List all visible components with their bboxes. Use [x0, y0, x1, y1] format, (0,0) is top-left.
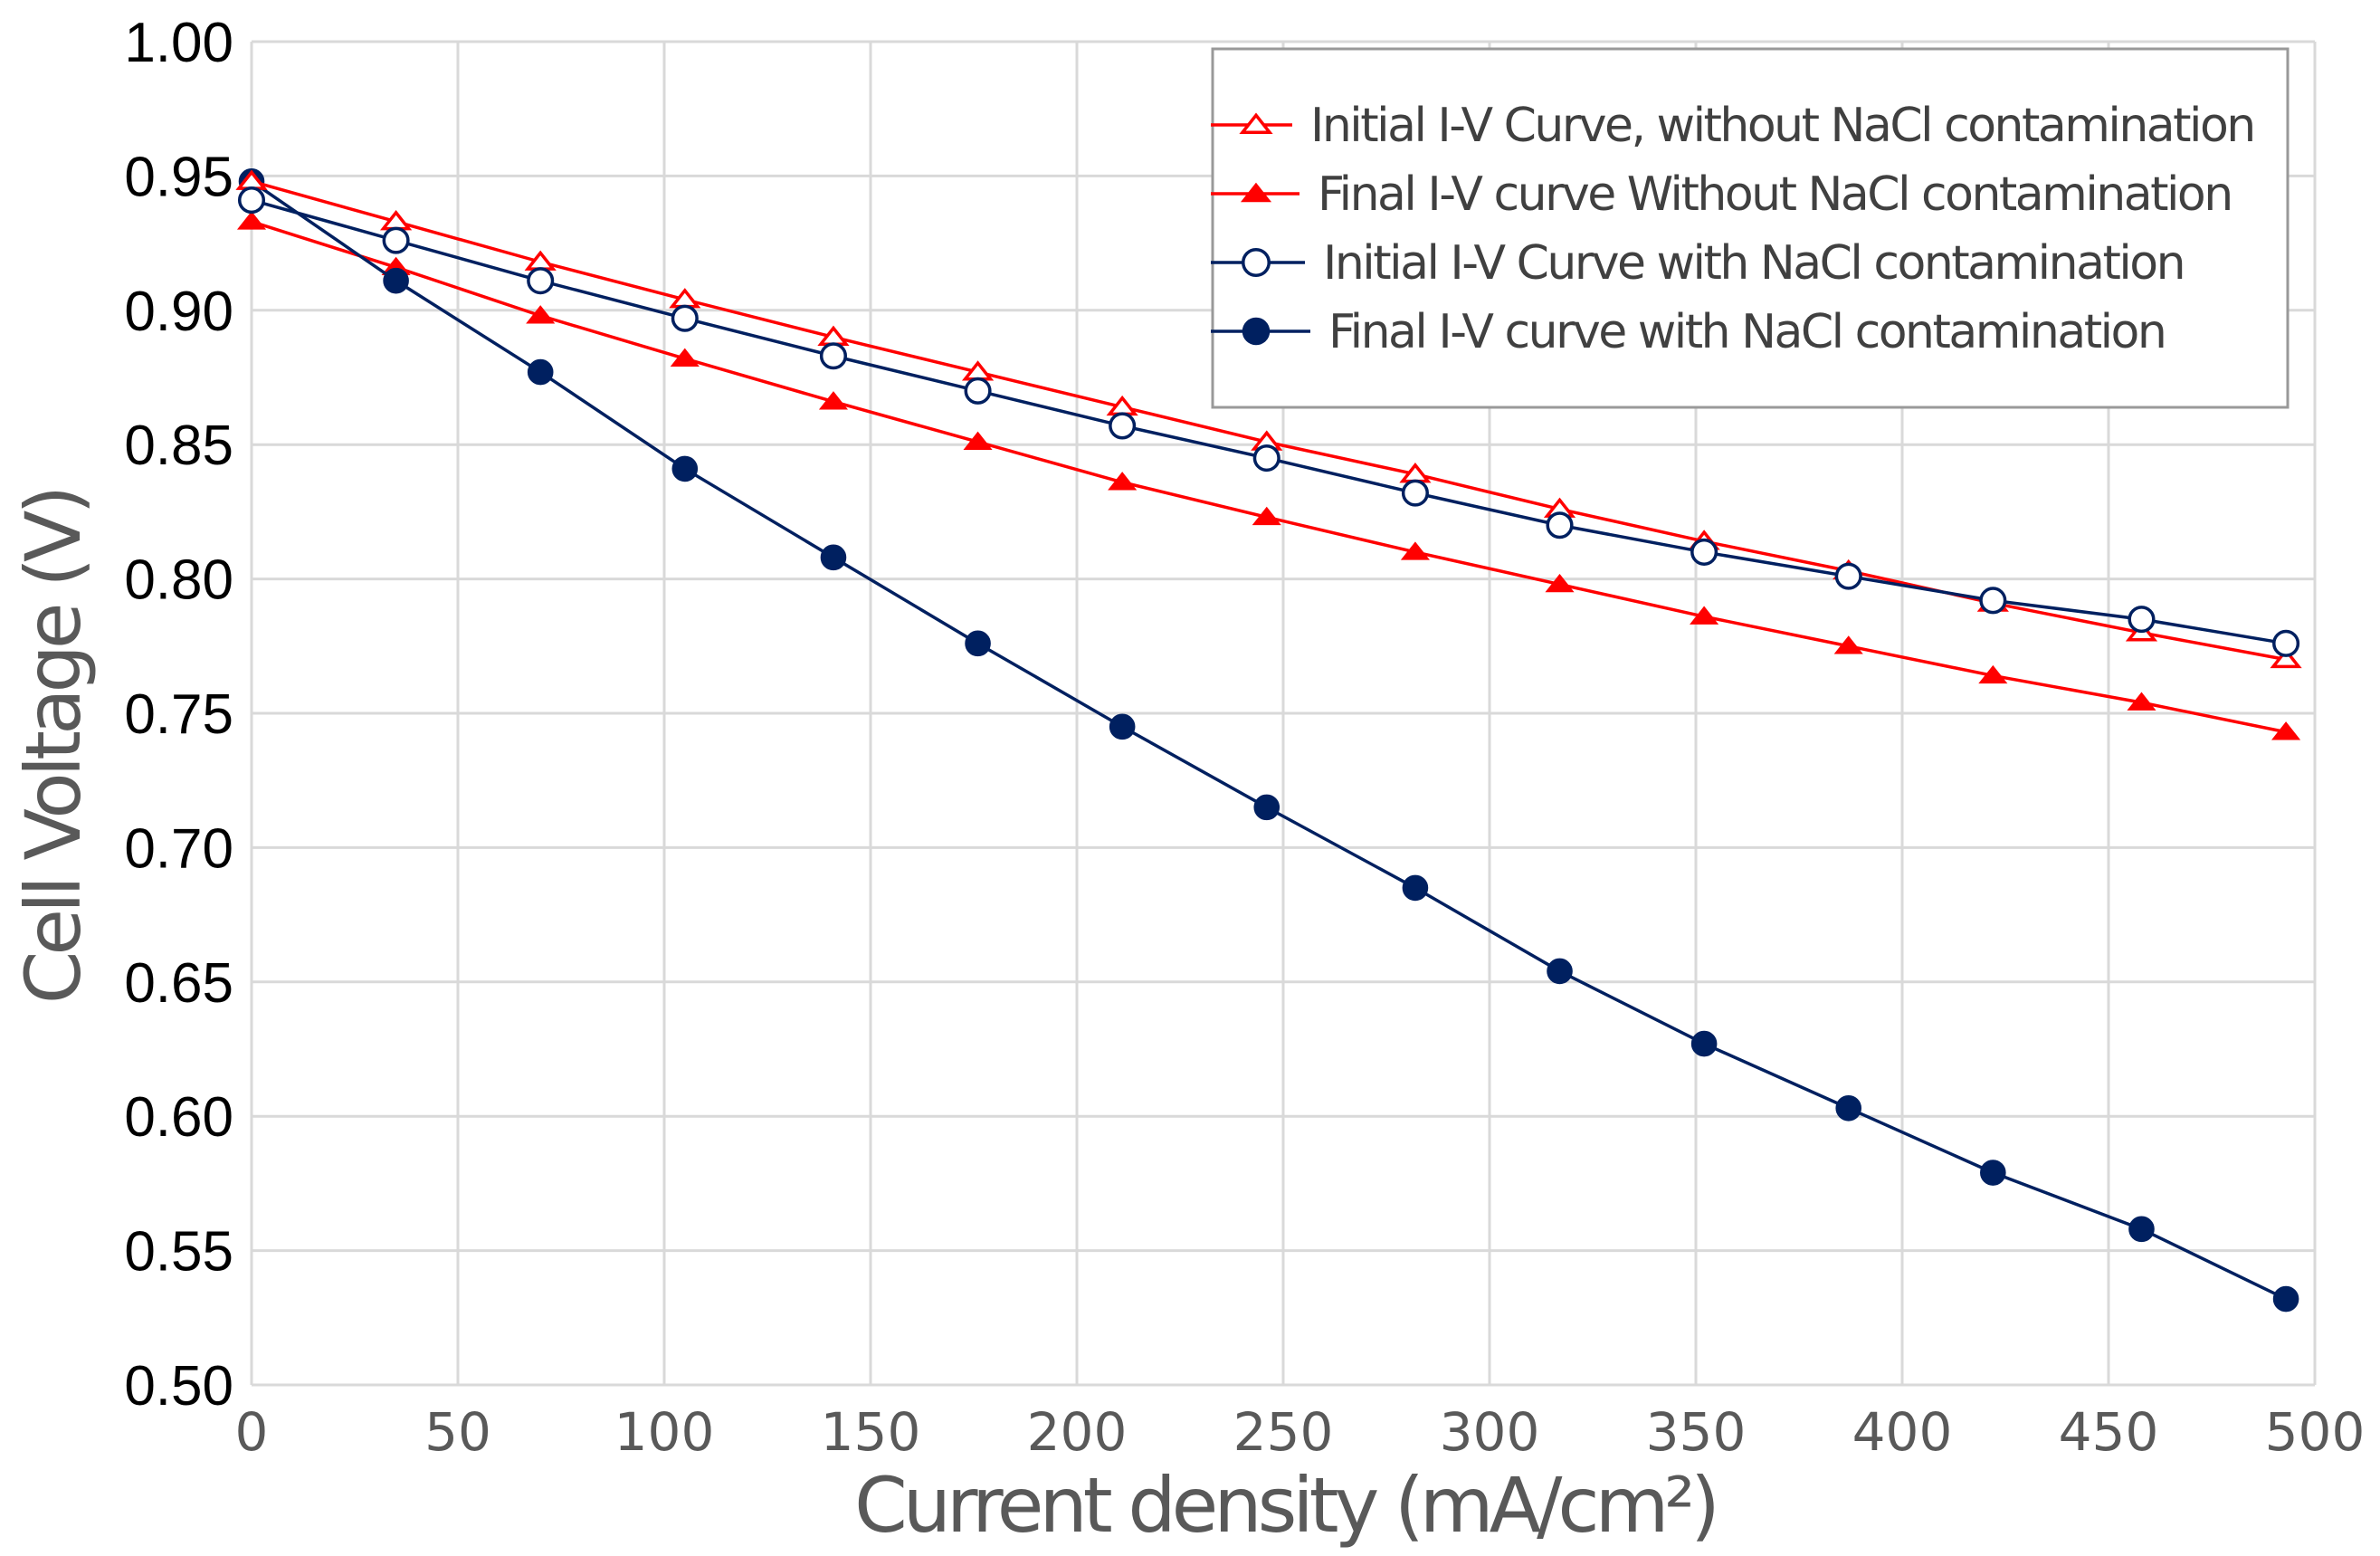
legend: Initial I-V Curve, without NaCl contamin… — [1211, 47, 2290, 409]
data-point — [1242, 317, 1271, 346]
data-point — [1239, 112, 1273, 135]
legend-label: Final I-V curve Without NaCl contaminati… — [1318, 167, 2232, 222]
data-point — [1690, 1030, 1718, 1057]
legend-items: Initial I-V Curve, without NaCl contamin… — [1211, 99, 2256, 359]
data-point — [1690, 538, 1718, 566]
x-tick-label: 450 — [2059, 1401, 2159, 1463]
data-point — [1242, 248, 1271, 277]
data-point — [383, 267, 409, 294]
data-point — [963, 431, 993, 450]
data-point — [1546, 511, 1574, 539]
y-tick-label: 0.70 — [124, 817, 233, 880]
x-tick-label: 200 — [1027, 1401, 1128, 1463]
data-point — [527, 358, 554, 386]
data-point — [1401, 479, 1429, 507]
data-point — [237, 186, 266, 215]
plot-frame — [250, 42, 2315, 1387]
y-tick-label: 0.75 — [124, 683, 233, 746]
y-tick-label: 0.60 — [124, 1086, 233, 1149]
data-point — [1547, 958, 1573, 985]
data-point — [1833, 635, 1863, 654]
data-point — [1109, 412, 1137, 440]
legend-box — [1211, 47, 2290, 409]
y-tick-label: 0.50 — [124, 1355, 233, 1418]
legend-item-1: Initial I-V Curve, without NaCl contamin… — [1211, 99, 2256, 153]
data-point — [527, 267, 555, 295]
x-tick-label: 300 — [1440, 1401, 1540, 1463]
data-point — [964, 377, 992, 405]
data-point — [670, 348, 700, 367]
data-point — [1253, 794, 1280, 821]
x-tick-label: 150 — [821, 1401, 921, 1463]
series-4 — [238, 168, 2299, 1313]
x-tick-label: 50 — [424, 1401, 491, 1463]
data-point — [671, 455, 699, 482]
data-point — [2272, 1285, 2299, 1313]
data-point — [2272, 629, 2300, 657]
data-point — [526, 305, 556, 324]
x-tick-label: 350 — [1646, 1401, 1747, 1463]
data-point — [1108, 472, 1138, 491]
series-2 — [236, 211, 2301, 740]
x-axis-ticks: 0 50 100 150 200 250 300 350 400 450 500 — [235, 1401, 2366, 1463]
legend-label: Final I-V curve with NaCl contamination — [1328, 305, 2165, 359]
series-3 — [237, 186, 2300, 657]
y-tick-label: 0.55 — [124, 1221, 233, 1284]
x-axis-title: Current density (mA/cm²) — [854, 1461, 1716, 1550]
data-point — [2128, 1216, 2155, 1243]
data-point — [1979, 587, 2007, 615]
data-point — [1835, 1094, 1862, 1122]
y-tick-label: 0.90 — [124, 281, 233, 343]
data-point — [2270, 647, 2302, 669]
data-point — [2128, 606, 2156, 634]
legend-item-2: Final I-V curve Without NaCl contaminati… — [1211, 167, 2233, 222]
data-point — [1834, 562, 1862, 590]
data-point — [1109, 713, 1136, 740]
legend-item-4: Final I-V curve with NaCl contamination — [1211, 305, 2167, 359]
series-layer — [235, 168, 2302, 1313]
data-point — [965, 630, 991, 657]
data-point — [1252, 444, 1280, 473]
data-point — [818, 391, 849, 410]
x-tick-label: 250 — [1233, 1401, 1334, 1463]
x-tick-label: 100 — [614, 1401, 715, 1463]
data-point — [2271, 721, 2301, 740]
data-point — [1402, 874, 1429, 902]
data-point — [1545, 573, 1575, 593]
y-tick-label: 0.85 — [124, 415, 233, 477]
y-axis-ticks: 0.50 0.55 0.60 0.65 0.70 0.75 0.80 0.85 0.90 0.95… — [124, 12, 233, 1418]
data-point — [382, 226, 410, 254]
data-point — [1980, 1160, 2006, 1186]
data-point — [2127, 692, 2156, 711]
data-point — [1690, 606, 1719, 625]
data-point — [1400, 541, 1430, 560]
data-point — [819, 342, 848, 370]
data-point — [236, 211, 267, 230]
data-point — [1252, 506, 1281, 526]
legend-label: Initial I-V Curve with NaCl contaminatio… — [1323, 236, 2184, 291]
data-point — [671, 304, 699, 332]
x-tick-label: 0 — [235, 1401, 269, 1463]
legend-label: Initial I-V Curve, without NaCl contamin… — [1310, 99, 2254, 153]
legend-item-3: Initial I-V Curve with NaCl contaminatio… — [1211, 236, 2186, 291]
y-tick-label: 1.00 — [124, 12, 233, 74]
y-axis-title: Cell Voltage (V) — [9, 490, 98, 1005]
data-point — [1240, 182, 1272, 203]
y-tick-label: 0.65 — [124, 952, 233, 1015]
data-point — [1978, 664, 2008, 684]
x-tick-label: 400 — [1852, 1401, 1953, 1463]
x-tick-label: 500 — [2265, 1401, 2366, 1463]
data-point — [820, 544, 847, 571]
y-tick-label: 0.95 — [124, 146, 233, 208]
y-tick-label: 0.80 — [124, 549, 233, 612]
